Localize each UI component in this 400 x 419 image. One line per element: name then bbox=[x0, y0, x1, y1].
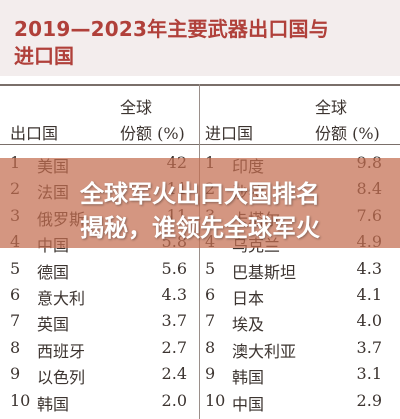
banner-headline-line-2: 揭秘，谁领先全球军火 bbox=[80, 214, 320, 242]
banner-headline-line-1: 全球军火出口大国排名 bbox=[80, 180, 320, 208]
importer-country: 日本 bbox=[232, 289, 265, 308]
importer-rank: 6 bbox=[205, 285, 216, 304]
exporter-country: 以色列 bbox=[37, 368, 86, 387]
importer-share: 2.9 bbox=[356, 391, 382, 410]
exporter-country: 意大利 bbox=[37, 289, 86, 308]
exporter-share: 5.6 bbox=[161, 259, 187, 278]
column-divider bbox=[199, 84, 200, 419]
exporter-country: 英国 bbox=[37, 315, 70, 334]
exporter-rank: 8 bbox=[10, 338, 21, 357]
exporter-share: 2.0 bbox=[161, 391, 187, 410]
overlay-banner bbox=[0, 158, 400, 248]
importer-share: 4.1 bbox=[356, 285, 382, 304]
top-rule bbox=[0, 84, 400, 86]
table-title-line-2: 进口国 bbox=[14, 44, 74, 68]
exporter-share: 2.4 bbox=[161, 364, 187, 383]
export-country-header: 出口国 bbox=[10, 124, 59, 143]
importer-share: 3.1 bbox=[356, 364, 382, 383]
importer-rank: 10 bbox=[205, 391, 226, 410]
importer-country: 澳大利亚 bbox=[232, 342, 297, 361]
importer-share: 3.7 bbox=[356, 338, 382, 357]
importer-share: 4.0 bbox=[356, 311, 382, 330]
importer-country: 中国 bbox=[232, 395, 265, 414]
exporter-rank: 5 bbox=[10, 259, 21, 278]
import-country-header: 进口国 bbox=[205, 124, 254, 143]
exporter-country: 韩国 bbox=[37, 395, 70, 414]
importer-rank: 9 bbox=[205, 364, 216, 383]
importer-rank: 7 bbox=[205, 311, 216, 330]
importer-rank: 8 bbox=[205, 338, 216, 357]
exporter-share: 4.3 bbox=[161, 285, 187, 304]
exporter-share: 3.7 bbox=[161, 311, 187, 330]
importer-share: 4.3 bbox=[356, 259, 382, 278]
title-panel: 2019—2023年主要武器出口国与 进口国 bbox=[0, 0, 400, 76]
exporter-share: 2.7 bbox=[161, 338, 187, 357]
exporter-country: 德国 bbox=[37, 263, 70, 282]
importer-rank: 5 bbox=[205, 259, 216, 278]
importer-country: 埃及 bbox=[232, 315, 265, 334]
exporter-rank: 9 bbox=[10, 364, 21, 383]
export-share-header-line2: 份额 (%) bbox=[120, 124, 185, 143]
exporter-country: 西班牙 bbox=[37, 342, 86, 361]
exporter-rank: 10 bbox=[10, 391, 31, 410]
import-share-header-line1: 全球 bbox=[315, 98, 348, 117]
importer-country: 巴基斯坦 bbox=[232, 263, 297, 282]
export-share-header-line1: 全球 bbox=[120, 98, 153, 117]
header-rule bbox=[0, 144, 400, 145]
importer-country: 韩国 bbox=[232, 368, 265, 387]
exporter-rank: 6 bbox=[10, 285, 21, 304]
exporter-rank: 7 bbox=[10, 311, 21, 330]
import-share-header-line2: 份额 (%) bbox=[315, 124, 380, 143]
table-title-line-1: 2019—2023年主要武器出口国与 bbox=[14, 17, 329, 41]
